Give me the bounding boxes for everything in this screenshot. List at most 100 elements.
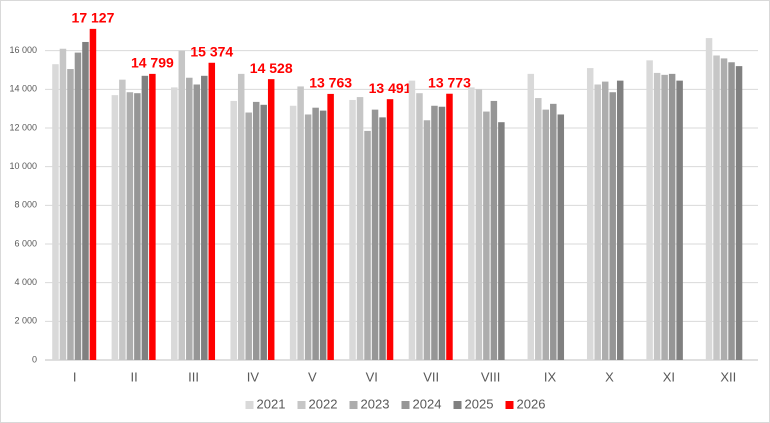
bar: [186, 77, 193, 360]
bar: [586, 68, 594, 361]
bar: [527, 73, 535, 360]
bar: [356, 97, 364, 361]
bar: [676, 80, 683, 360]
value-label: 13 773: [428, 74, 471, 90]
bar: [171, 87, 178, 361]
legend-label: 2026: [517, 396, 546, 411]
x-tick-label: I: [73, 369, 77, 384]
bar: [735, 66, 743, 360]
bar: [416, 93, 423, 360]
bar: [201, 75, 208, 361]
bar: [601, 81, 609, 360]
bar: [594, 84, 601, 360]
legend-swatch: [505, 401, 514, 409]
legend-swatch: [245, 401, 254, 409]
bar: [52, 64, 59, 360]
legend-label: 2024: [413, 396, 442, 411]
bar: [319, 110, 327, 360]
y-tick-label: 8 000: [14, 200, 37, 210]
legend-swatch: [401, 401, 410, 409]
bar: [408, 80, 416, 360]
bar: [111, 95, 119, 360]
bar: [178, 50, 186, 361]
bar: [609, 92, 616, 360]
bar: [208, 62, 216, 360]
bar: [141, 75, 149, 361]
bar: [267, 79, 275, 360]
bar: [349, 99, 356, 360]
bar: [126, 92, 134, 360]
legend-label: 2021: [257, 396, 286, 411]
bar: [550, 103, 557, 360]
legend-swatch: [349, 401, 358, 409]
x-tick-label: VII: [423, 369, 439, 384]
x-tick-label: XII: [720, 369, 736, 384]
bar: [423, 120, 431, 361]
bar: [119, 79, 126, 361]
bar: [237, 73, 245, 360]
bar: [59, 48, 67, 360]
bar: [535, 98, 542, 361]
legend-label: 2025: [465, 396, 494, 411]
value-label: 14 799: [131, 55, 174, 71]
bar: [446, 93, 453, 361]
x-tick-label: IX: [544, 369, 557, 384]
bar: [713, 55, 720, 360]
bar: [371, 109, 379, 360]
legend-swatch: [297, 401, 306, 409]
bar: [304, 114, 312, 360]
y-tick-label: 10 000: [9, 161, 37, 171]
bar: [557, 114, 565, 360]
bar: [668, 73, 676, 360]
bar: [74, 52, 82, 360]
x-tick-label: X: [605, 369, 614, 384]
bar: [468, 87, 475, 361]
y-tick-label: 2 000: [14, 316, 37, 326]
bar: [193, 84, 201, 360]
bar: [327, 93, 334, 360]
bar: [661, 74, 668, 360]
bar: [289, 105, 297, 361]
bar: [134, 93, 141, 360]
x-tick-label: IV: [247, 369, 260, 384]
bar: [230, 100, 237, 360]
bar: [245, 112, 252, 361]
value-label: 15 374: [190, 43, 233, 59]
bar: [386, 99, 394, 360]
x-tick-label: II: [131, 369, 138, 384]
bar: [149, 73, 156, 361]
bar: [705, 38, 713, 360]
bar: [252, 101, 260, 361]
x-tick-label: V: [308, 369, 317, 384]
bar: [364, 130, 371, 360]
y-tick-label: 4 000: [14, 277, 37, 287]
y-tick-label: 6 000: [14, 238, 37, 248]
legend-swatch: [453, 401, 462, 409]
value-label: 14 528: [250, 60, 293, 76]
x-tick-label: VIII: [481, 369, 501, 384]
bar: [297, 86, 304, 360]
bar: [431, 105, 438, 361]
bar: [438, 106, 446, 360]
value-label: 17 127: [72, 10, 115, 26]
bar: [653, 72, 661, 361]
bar: [312, 107, 319, 360]
bar: [728, 62, 735, 361]
value-label: 13 763: [309, 75, 352, 91]
x-tick-label: III: [188, 369, 199, 384]
bar: [483, 111, 490, 360]
legend-label: 2023: [361, 396, 390, 411]
bar: [475, 89, 483, 360]
bar: [646, 60, 653, 360]
x-tick-label: XI: [663, 369, 675, 384]
bar: [82, 41, 89, 360]
y-tick-label: 12 000: [9, 122, 37, 132]
bar: [379, 117, 386, 360]
bar: [89, 28, 97, 361]
value-label: 13 491: [369, 80, 412, 96]
bar: [490, 100, 498, 360]
bar: [260, 104, 267, 360]
y-tick-label: 16 000: [9, 45, 37, 55]
bar: [498, 122, 505, 360]
